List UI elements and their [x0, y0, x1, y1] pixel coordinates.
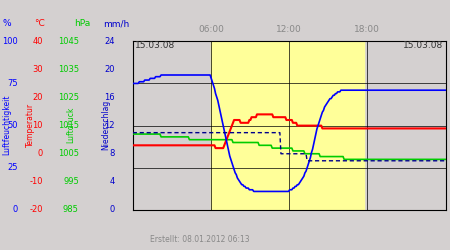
Text: Niederschlag: Niederschlag [101, 100, 110, 150]
Text: 25: 25 [8, 163, 18, 172]
Text: hPa: hPa [74, 19, 90, 28]
Text: Temperatur: Temperatur [26, 103, 35, 147]
Text: 15.03.08: 15.03.08 [135, 41, 175, 50]
Text: °C: °C [34, 19, 45, 28]
Text: 20: 20 [32, 93, 43, 102]
Text: 10: 10 [32, 121, 43, 130]
Text: 12:00: 12:00 [276, 25, 302, 34]
Text: 50: 50 [8, 121, 18, 130]
Text: 24: 24 [104, 37, 115, 46]
Text: 16: 16 [104, 93, 115, 102]
Text: 40: 40 [32, 37, 43, 46]
Text: -10: -10 [29, 178, 43, 186]
Text: 1025: 1025 [58, 93, 79, 102]
Text: 0: 0 [37, 149, 43, 158]
Text: 18:00: 18:00 [354, 25, 380, 34]
Text: 1005: 1005 [58, 149, 79, 158]
Text: 30: 30 [32, 65, 43, 74]
Text: Luftfeuchtigkeit: Luftfeuchtigkeit [3, 95, 12, 155]
Text: 15.03.08: 15.03.08 [403, 41, 443, 50]
Text: 4: 4 [109, 178, 115, 186]
Text: mm/h: mm/h [104, 19, 130, 28]
Text: Erstellt: 08.01.2012 06:13: Erstellt: 08.01.2012 06:13 [150, 235, 250, 244]
Text: 20: 20 [104, 65, 115, 74]
Text: 100: 100 [2, 37, 18, 46]
Text: 8: 8 [109, 149, 115, 158]
Text: 0: 0 [109, 206, 115, 214]
Text: 06:00: 06:00 [198, 25, 224, 34]
Text: 995: 995 [63, 178, 79, 186]
Text: 1015: 1015 [58, 121, 79, 130]
Bar [211, 41, 364, 210]
Text: 985: 985 [63, 206, 79, 214]
Text: 12: 12 [104, 121, 115, 130]
Text: 75: 75 [7, 79, 18, 88]
Text: 0: 0 [13, 206, 18, 214]
Text: -20: -20 [29, 206, 43, 214]
Text: %: % [2, 19, 11, 28]
Text: Luftdruck: Luftdruck [67, 107, 76, 143]
Text: 1035: 1035 [58, 65, 79, 74]
Text: 1045: 1045 [58, 37, 79, 46]
